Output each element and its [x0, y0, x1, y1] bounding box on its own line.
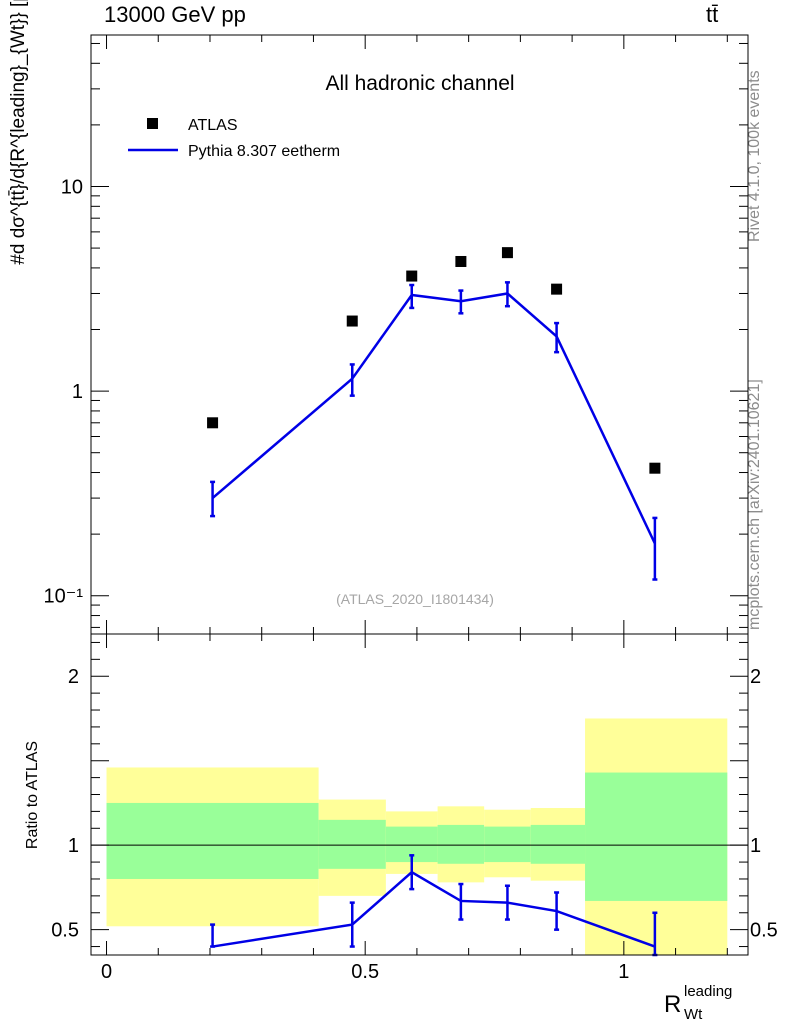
mc-line-main: [211, 292, 657, 545]
ratio-tick-label-right-1: 1: [750, 835, 761, 857]
x-tick-label-2: 1: [618, 961, 629, 983]
ratio-band-inner-5: [530, 824, 586, 864]
ratio-tick-label-left-0: 0.5: [51, 920, 79, 942]
y-tick-label-0: 10⁻¹: [44, 586, 84, 608]
x-axis-label: R: [664, 991, 681, 1018]
y-tick-label-1: 1: [72, 381, 83, 403]
data-point-6: [649, 462, 661, 474]
data-point-2: [406, 270, 418, 282]
data-point-5: [551, 283, 563, 295]
data-point-3: [455, 255, 467, 267]
chart-title: All hadronic channel: [325, 72, 514, 95]
legend-atlas-label: ATLAS: [188, 117, 238, 134]
x-axis-label-sup: leading: [684, 983, 732, 1000]
ratio-tick-label-left-1: 1: [68, 835, 79, 857]
legend-atlas-marker: [147, 118, 158, 129]
data-point-4: [501, 247, 513, 259]
y-tick-label-2: 10: [61, 176, 83, 198]
ratio-y-axis-label: Ratio to ATLAS: [24, 741, 41, 849]
ratio-band-inner-4: [484, 826, 531, 863]
ratio-band-inner-0: [106, 802, 319, 879]
ratio-band-inner-3: [437, 824, 485, 864]
energy-label: 13000 GeV pp: [104, 2, 246, 27]
analysis-watermark: (ATLAS_2020_I1801434): [336, 591, 494, 607]
data-point-1: [346, 315, 358, 327]
ratio-tick-label-right-0: 0.5: [750, 920, 778, 942]
process-label: tt̄: [706, 2, 719, 27]
ratio-band-inner-6: [585, 772, 728, 901]
ratio-tick-label-left-2: 2: [68, 666, 79, 688]
y-axis-label: #d dσ^{tt̄}/d{R^{leading}_{Wt}} [pb]: [8, 0, 29, 265]
legend-pythia-label: Pythia 8.307 eetherm: [188, 143, 340, 160]
ratio-band-inner-1: [318, 819, 386, 869]
x-axis-label-sub: Wt: [684, 1006, 703, 1023]
x-tick-label-0: 0: [101, 961, 112, 983]
ratio-tick-label-right-2: 2: [750, 666, 761, 688]
x-tick-label-1: 0.5: [351, 961, 379, 983]
data-point-0: [207, 417, 219, 429]
